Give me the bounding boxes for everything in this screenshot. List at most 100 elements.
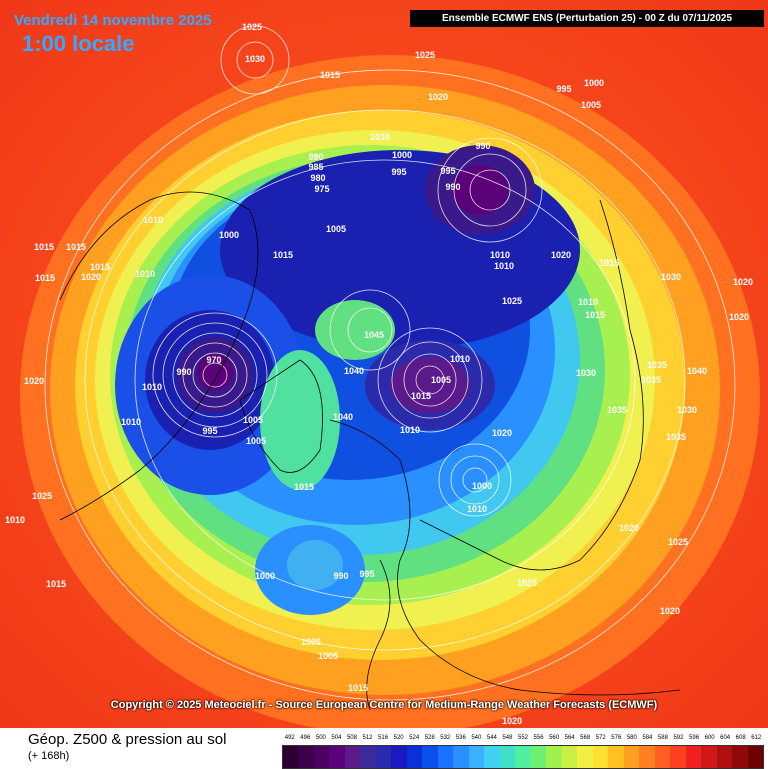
legend-ticks: 492 496 500 504 508 512 516 520 524 528 532 536 540 5… (282, 735, 764, 745)
pressure-label: 990 (333, 571, 348, 581)
legend-tick: 548 (502, 735, 513, 741)
legend-swatch (530, 746, 547, 768)
pressure-label: 1035 (641, 375, 661, 385)
pressure-label: 995 (391, 167, 406, 177)
legend-swatch (313, 746, 330, 768)
pressure-label: 1000 (255, 571, 275, 581)
legend-tick: 516 (378, 735, 389, 741)
legend-swatch (375, 746, 392, 768)
legend-tick: 568 (580, 735, 591, 741)
legend-tick: 496 (300, 735, 311, 741)
pressure-label: 1010 (143, 215, 163, 225)
pressure-label: 1030 (677, 405, 697, 415)
pressure-label: 990 (308, 152, 323, 162)
pressure-label: 1015 (66, 242, 86, 252)
isobar-contours (44, 25, 736, 701)
pressure-label: 990 (445, 182, 460, 192)
pressure-label: 1005 (246, 436, 266, 446)
pressure-label: 1025 (32, 491, 52, 501)
pressure-label: 1035 (666, 432, 686, 442)
pressure-label: 975 (314, 184, 329, 194)
legend-swatch (654, 746, 671, 768)
pressure-label: 985 (308, 162, 323, 172)
legend-swatch (561, 746, 578, 768)
legend-tick: 552 (517, 735, 529, 741)
pressure-label: 1020 (729, 312, 749, 322)
legend-tick: 524 (409, 735, 420, 741)
legend-tick: 596 (689, 735, 700, 741)
pressure-label: 1025 (517, 578, 537, 588)
pressure-label: 1025 (415, 50, 435, 60)
forecast-time: 1:00 locale (22, 31, 135, 56)
legend-tick: 576 (611, 735, 622, 741)
pressure-label: 1020 (81, 272, 101, 282)
pressure-label: 1015 (35, 273, 55, 283)
pressure-label: 1030 (576, 368, 596, 378)
pressure-label: 1040 (344, 366, 364, 376)
map-title: Géop. Z500 & pression au sol (28, 731, 227, 748)
legend-tick: 604 (720, 735, 731, 741)
pressure-label: 1015 (294, 482, 314, 492)
legend-tick: 612 (751, 735, 762, 741)
legend-tick: 580 (626, 735, 637, 741)
coastlines (59, 191, 681, 711)
pressure-label: 1020 (428, 92, 448, 102)
pressure-label: 1010 (142, 382, 162, 392)
pressure-label: 995 (440, 166, 455, 176)
pressure-label: 995 (556, 84, 571, 94)
legend-tick: 500 (315, 735, 326, 741)
legend-swatch (360, 746, 376, 768)
pressure-label: 1005 (326, 224, 346, 234)
pressure-label: 1045 (364, 330, 384, 340)
legend-swatch (701, 746, 717, 768)
legend-tick: 560 (549, 735, 560, 741)
legend-swatch (499, 746, 516, 768)
pressure-label: 1030 (245, 54, 265, 64)
legend-swatch (623, 746, 640, 768)
ridge-greenland (260, 350, 340, 490)
legend-swatch (685, 746, 702, 768)
forecast-date: Vendredi 14 novembre 2025 (14, 12, 212, 29)
pressure-label: 1005 (581, 100, 601, 110)
legend-tick: 592 (673, 735, 684, 741)
low-scandinavia-core (390, 357, 470, 413)
legend-swatch (577, 746, 593, 768)
legend-swatch (344, 746, 361, 768)
pressure-label: 1030 (661, 272, 681, 282)
pressure-label: 1025 (502, 296, 522, 306)
legend-tick: 608 (735, 735, 746, 741)
color-legend: 492 496 500 504 508 512 516 520 524 528 532 536 540 5… (282, 735, 764, 769)
legend-swatch (639, 746, 655, 768)
legend-swatch (298, 746, 314, 768)
model-info: Ensemble ECMWF ENS (Perturbation 25) - 0… (410, 10, 764, 27)
pressure-label: 1020 (24, 376, 44, 386)
pressure-label: 1035 (607, 405, 627, 415)
pressure-label: 1040 (687, 366, 707, 376)
pressure-label: 1015 (34, 242, 54, 252)
pressure-label: 1000 (219, 230, 239, 240)
pressure-label: 995 (202, 426, 217, 436)
pressure-label: 1010 (121, 417, 141, 427)
legend-tick: 564 (564, 735, 575, 741)
pressure-labels: 1025 1030 1015 1025 1020 995 1000 1005 1010 1000 9… (5, 22, 753, 726)
pressure-label: 1020 (733, 277, 753, 287)
legend-swatch (747, 746, 764, 768)
pressure-label: 1005 (243, 415, 263, 425)
trough-atlantic-core (287, 540, 343, 590)
pressure-label: 1010 (490, 250, 510, 260)
pressure-label: 1020 (502, 716, 522, 726)
legend-tick: 532 (440, 735, 451, 741)
legend-swatch (608, 746, 624, 768)
pressure-label: 990 (475, 141, 490, 151)
pressure-label: 1000 (584, 78, 604, 88)
pressure-label: 1010 (450, 354, 470, 364)
legend-tick: 572 (595, 735, 606, 741)
legend-tick: 600 (704, 735, 715, 741)
legend-tick: 508 (346, 735, 357, 741)
legend-tick: 536 (455, 735, 466, 741)
pressure-label: 1040 (333, 412, 353, 422)
legend-tick: 492 (284, 735, 295, 741)
legend-swatch (546, 746, 562, 768)
legend-swatch (515, 746, 531, 768)
ridge-arctic (315, 300, 395, 360)
